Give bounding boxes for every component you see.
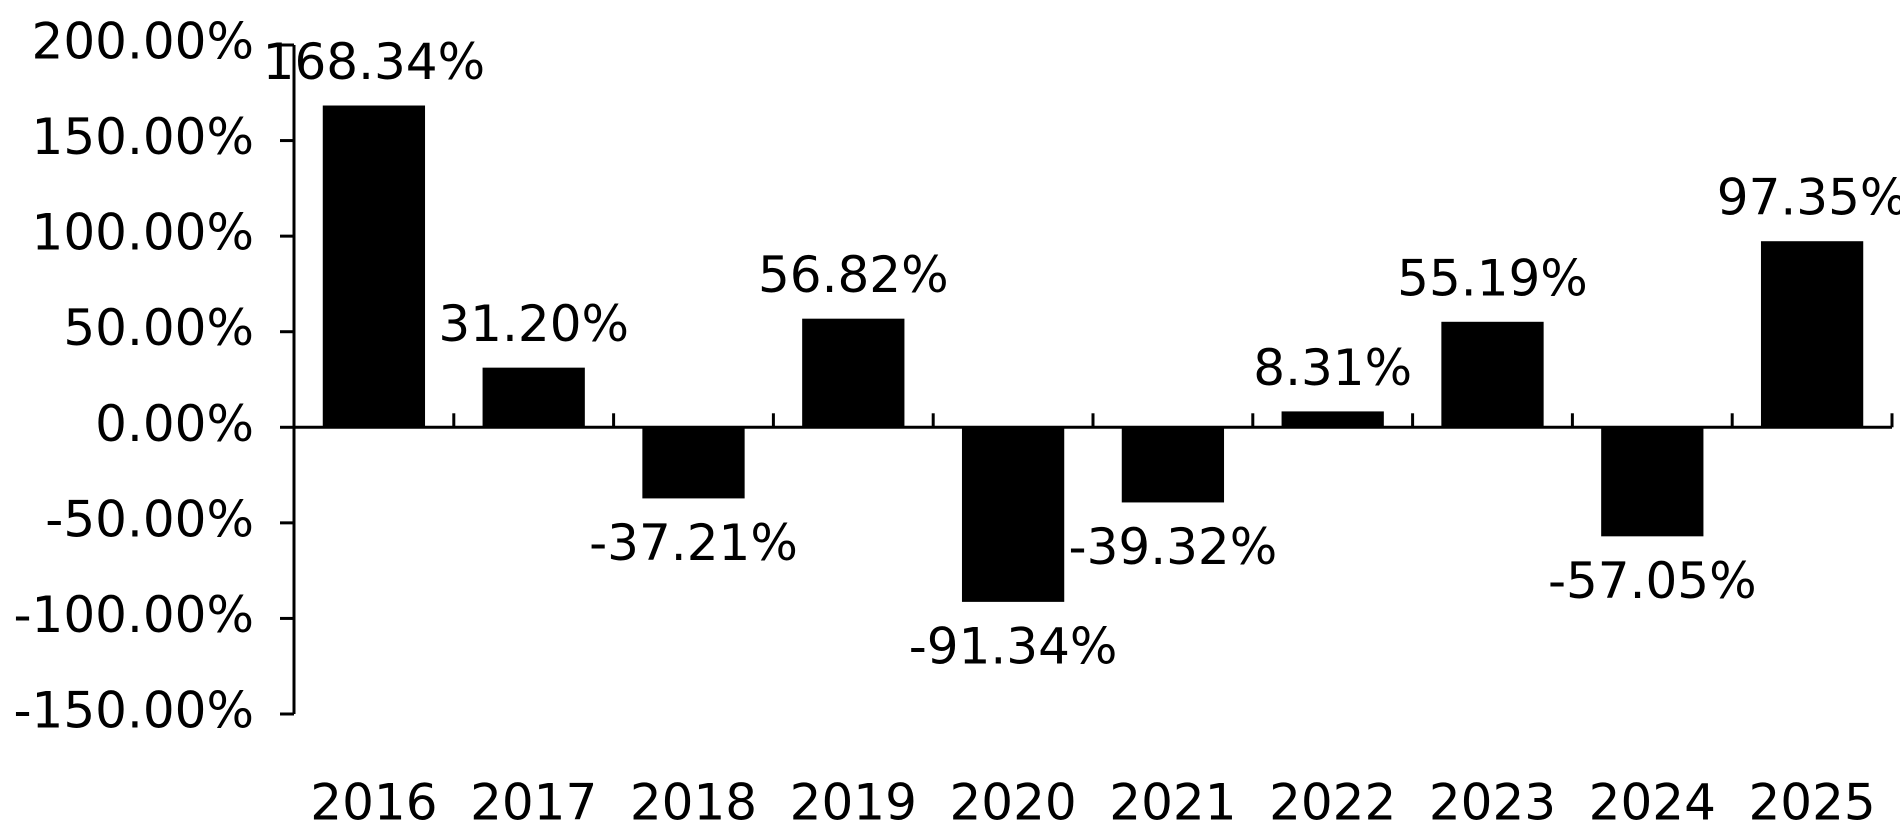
y-tick-label: 0.00% xyxy=(95,395,254,453)
y-tick-label: 200.00% xyxy=(32,13,254,71)
x-tick-label: 2017 xyxy=(470,774,597,832)
data-label: 56.82% xyxy=(758,246,949,304)
y-tick-label: -100.00% xyxy=(13,586,254,644)
bar xyxy=(642,427,745,499)
bar xyxy=(1121,427,1225,503)
data-label: 97.35% xyxy=(1717,169,1900,227)
bar xyxy=(802,318,905,428)
x-tick-label: 2018 xyxy=(630,774,757,832)
y-tick-label: 50.00% xyxy=(63,299,254,357)
data-label: -91.34% xyxy=(909,617,1118,675)
x-tick-label: 2016 xyxy=(310,774,437,832)
data-label: 31.20% xyxy=(438,295,629,353)
bar xyxy=(482,367,585,428)
x-tick-label: 2019 xyxy=(790,774,917,832)
y-tick-label: -150.00% xyxy=(13,682,254,740)
x-tick-label: 2021 xyxy=(1109,774,1236,832)
bar xyxy=(961,427,1065,602)
bar xyxy=(1760,241,1864,428)
y-tick-label: -50.00% xyxy=(45,490,254,548)
x-tick-label: 2020 xyxy=(949,774,1076,832)
bar xyxy=(1601,427,1704,537)
x-tick-label: 2024 xyxy=(1589,774,1716,832)
bar xyxy=(1281,411,1384,428)
data-label: -37.21% xyxy=(589,514,798,572)
x-tick-label: 2025 xyxy=(1748,774,1875,832)
x-tick-label: 2022 xyxy=(1269,774,1396,832)
data-label: -39.32% xyxy=(1069,518,1278,576)
data-label: 168.34% xyxy=(263,33,485,91)
bar xyxy=(322,105,426,428)
y-tick-label: 150.00% xyxy=(32,108,254,166)
data-label: 55.19% xyxy=(1397,249,1588,307)
y-tick-label: 100.00% xyxy=(32,204,254,262)
bar xyxy=(1441,321,1544,428)
data-label: -57.05% xyxy=(1548,552,1757,610)
data-label: 8.31% xyxy=(1253,339,1412,397)
x-tick-label: 2023 xyxy=(1429,774,1556,832)
